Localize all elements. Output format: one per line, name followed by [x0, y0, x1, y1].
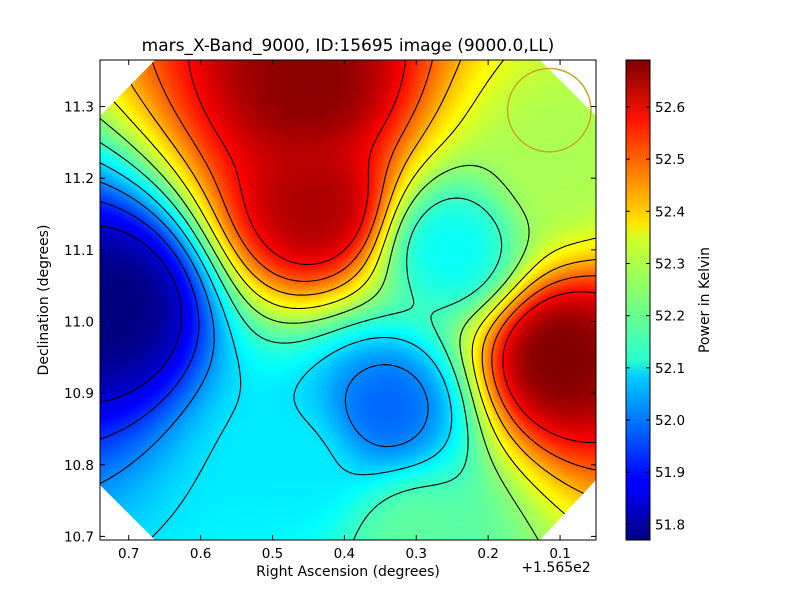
- colorbar-tick-label: 52.6: [655, 100, 685, 116]
- y-tick-label: 11.1: [64, 243, 94, 259]
- y-axis-label: Declination (degrees): [36, 225, 52, 376]
- colorbar-tick-label: 52.2: [655, 309, 685, 325]
- contour-line: [100, 117, 539, 540]
- colorbar-tick-label: 52.5: [655, 152, 685, 168]
- colorbar-tick-label: 52.0: [655, 413, 685, 429]
- contour-line: [100, 201, 200, 440]
- x-axis: 0.7 0.6 0.5 0.4 0.3 0.2 0.1: [118, 60, 571, 562]
- contour-line: [100, 141, 503, 540]
- plot-frame: [99, 59, 597, 541]
- y-tick-label: 10.9: [64, 386, 94, 402]
- contour-line: [100, 60, 596, 540]
- x-tick-label: 0.2: [477, 546, 498, 562]
- contour-line: [100, 225, 183, 403]
- y-tick-label: 11.2: [64, 171, 94, 187]
- x-tick-label: 0.3: [406, 546, 427, 562]
- heatmap-image: [100, 60, 596, 540]
- colorbar-tick-label: 52.1: [655, 361, 685, 377]
- y-axis: 10.7 10.8 10.9 11.0 11.1 11.2 11.3: [64, 100, 596, 545]
- colorbar-label: Power in Kelvin: [697, 247, 713, 353]
- x-tick-label: 0.5: [262, 546, 283, 562]
- colorbar-tick-label: 51.8: [655, 517, 685, 533]
- colorbar-ticks: 51.8 51.9 52.0 52.1 52.2 52.3 52.4 52.5 52.6: [626, 100, 685, 533]
- colorbar-tick-label: 52.4: [655, 204, 685, 220]
- x-tick-label: 0.4: [334, 546, 355, 562]
- y-tick-label: 11.3: [64, 100, 94, 116]
- colorbar-tick-label: 51.9: [655, 465, 685, 481]
- x-tick-label: 0.1: [549, 546, 570, 562]
- x-tick-label: 0.7: [118, 546, 139, 562]
- colorbar-tick-label: 52.3: [655, 256, 685, 272]
- x-axis-label: Right Ascension (degrees): [256, 564, 440, 580]
- x-tick-label: 0.6: [190, 546, 211, 562]
- y-tick-label: 10.8: [64, 458, 94, 474]
- x-offset-label: +1.565e2: [521, 560, 590, 576]
- y-tick-label: 11.0: [64, 314, 94, 330]
- contour-line: [100, 181, 429, 485]
- beam-circle-marker: [506, 67, 592, 153]
- contour-line: [100, 162, 453, 540]
- chart-title: mars_X-Band_9000, ID:15695 image (9000.0…: [142, 36, 555, 56]
- colorbar: [625, 59, 651, 541]
- y-tick-label: 10.7: [64, 529, 94, 545]
- contour-line: [187, 60, 596, 444]
- contour-lines: [100, 60, 596, 540]
